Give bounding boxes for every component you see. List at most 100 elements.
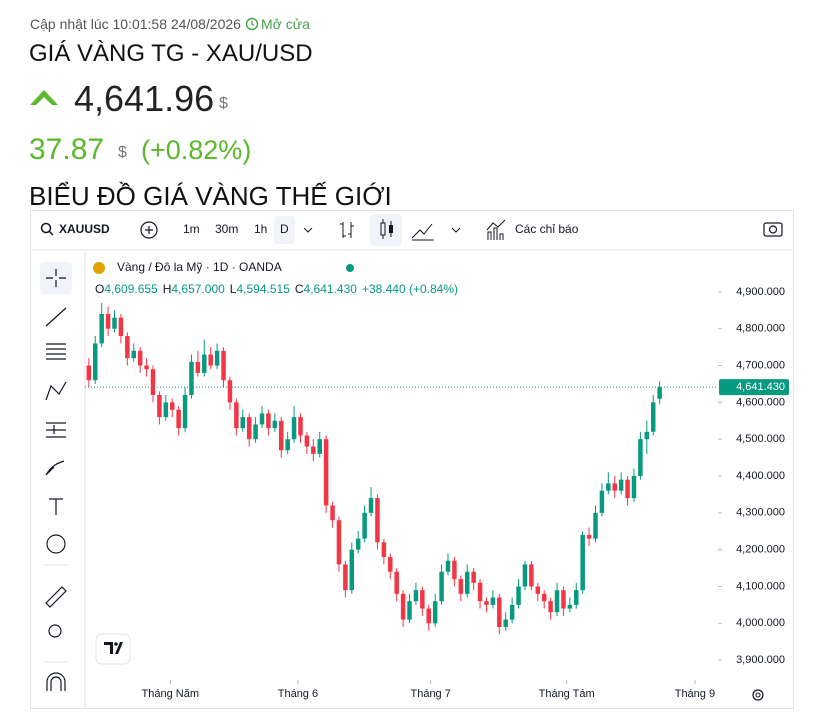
tool-pattern[interactable] xyxy=(45,381,67,401)
candle-body xyxy=(535,586,541,594)
candle-body xyxy=(522,564,528,587)
candle-body xyxy=(471,571,476,583)
candle-body xyxy=(580,534,585,591)
price: 4,641.96 xyxy=(74,78,215,119)
candle-body xyxy=(509,604,515,620)
screenshot-button[interactable] xyxy=(763,222,783,237)
candle-body xyxy=(214,350,220,366)
candle-body xyxy=(612,483,617,491)
candle-body xyxy=(375,498,380,543)
chart-widget: XAUUSD Các chỉ báo Vàng / Đô la Mỹ · 1D … xyxy=(30,210,794,709)
change-unit: $ xyxy=(118,144,127,161)
tool-fib[interactable] xyxy=(46,343,66,360)
candle-body xyxy=(445,560,451,572)
market-open-dot xyxy=(346,264,354,272)
settings-button[interactable] xyxy=(752,689,764,701)
ohlc-key: O xyxy=(95,282,104,296)
candle-style[interactable] xyxy=(370,214,402,246)
candle-body xyxy=(99,313,104,344)
candle-body xyxy=(298,417,303,436)
candle-body xyxy=(574,590,579,605)
section-title: BIỂU ĐỒ GIÁ VÀNG THẾ GIỚI xyxy=(29,181,392,211)
candle-body xyxy=(86,365,92,381)
widget-frame xyxy=(30,210,794,709)
candle-body xyxy=(458,579,464,594)
candle-body xyxy=(131,350,136,359)
indicators-button[interactable]: Các chỉ báo xyxy=(515,222,579,236)
y-tick-label: 4,400.000 xyxy=(736,470,785,482)
candle-body xyxy=(112,317,117,329)
candle-body xyxy=(189,361,194,395)
y-tick-label: 4,300.000 xyxy=(736,507,785,519)
candle-body xyxy=(657,387,662,399)
candle-body xyxy=(567,604,573,609)
y-tick-label: 4,800.000 xyxy=(736,323,785,335)
style-dropdown[interactable] xyxy=(451,227,461,233)
candle-body xyxy=(439,571,444,602)
clock-icon xyxy=(245,17,259,31)
candle-body xyxy=(259,413,265,425)
tool-zoom[interactable] xyxy=(48,624,62,638)
candle-body xyxy=(548,601,553,613)
y-tick-label: 4,900.000 xyxy=(736,286,785,298)
tool-magnet[interactable] xyxy=(46,672,66,691)
tool-ruler[interactable] xyxy=(45,586,67,608)
candle-body xyxy=(349,549,355,591)
candle-body xyxy=(477,582,483,602)
interval-button[interactable]: D xyxy=(280,222,289,236)
candle-body xyxy=(291,417,297,440)
y-tick-label: 4,000.000 xyxy=(736,617,785,629)
candle-body xyxy=(246,417,252,440)
candle-body xyxy=(150,369,156,395)
x-tick-label: Tháng Tám xyxy=(539,688,595,700)
x-tick-label: Tháng Năm xyxy=(142,688,199,700)
tool-forecast[interactable] xyxy=(46,422,66,438)
tool-text[interactable] xyxy=(49,498,63,515)
tool-trendline[interactable] xyxy=(45,307,67,327)
interval-dropdown[interactable] xyxy=(303,227,313,233)
candle-body xyxy=(368,498,374,513)
candle-body xyxy=(266,413,271,429)
tool-active-bg xyxy=(40,262,72,294)
candle-body xyxy=(137,350,143,366)
candle-body xyxy=(432,601,438,624)
tool-crosshair[interactable] xyxy=(46,269,66,287)
candle-body xyxy=(317,439,322,454)
y-tick-label: 4,600.000 xyxy=(736,396,785,408)
candle-body xyxy=(323,439,329,506)
compare-button[interactable] xyxy=(140,221,158,239)
candle-body xyxy=(176,409,181,429)
candle-body xyxy=(343,564,348,591)
candle-body xyxy=(330,505,335,521)
candle-body xyxy=(311,446,316,454)
candle-body xyxy=(388,557,393,572)
page-title: GIÁ VÀNG TG - XAU/USD xyxy=(29,40,313,67)
interval-button[interactable]: 30m xyxy=(215,222,238,236)
ohlc-value: 4,657.000 xyxy=(171,282,225,296)
candle-body xyxy=(202,354,207,373)
ohlc-key: C xyxy=(295,282,304,296)
market-status: Mở cửa xyxy=(261,16,310,32)
candle-body xyxy=(182,394,188,429)
symbol[interactable]: XAUUSD xyxy=(59,222,110,236)
candle-body xyxy=(400,593,406,620)
change-percent: (+0.82%) xyxy=(141,135,252,165)
interval-button[interactable]: 1m xyxy=(183,222,200,236)
interval-button[interactable]: 1h xyxy=(254,222,267,236)
indicators-icon[interactable] xyxy=(486,219,506,240)
tool-brush[interactable] xyxy=(45,460,65,476)
x-tick-label: Tháng 6 xyxy=(278,688,318,700)
candle-body xyxy=(169,402,175,410)
y-tick-label: 3,900.000 xyxy=(736,654,785,666)
tool-emoji[interactable] xyxy=(46,534,66,554)
bars-style[interactable] xyxy=(340,222,354,238)
symbol-search[interactable]: XAUUSD xyxy=(40,222,111,236)
last-price-label: 4,641.430 xyxy=(736,381,785,393)
candle-body xyxy=(157,394,162,418)
candle-body xyxy=(304,435,310,447)
area-style[interactable] xyxy=(411,223,434,241)
candle-body xyxy=(599,490,605,513)
candle-body xyxy=(381,542,387,558)
candle-body xyxy=(420,590,425,609)
y-tick-label: 4,200.000 xyxy=(736,544,785,556)
